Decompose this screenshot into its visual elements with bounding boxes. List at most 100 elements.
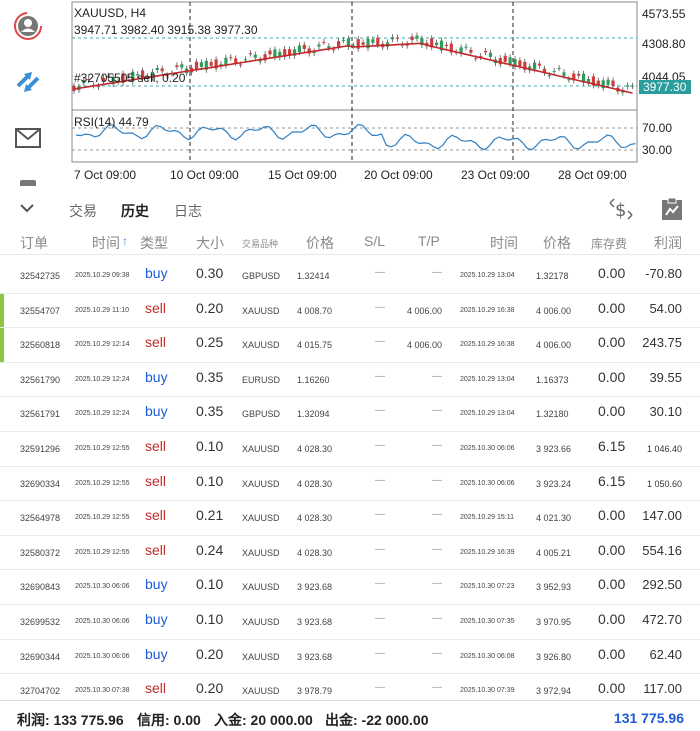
tp-marker xyxy=(0,293,4,328)
candle-body xyxy=(121,73,125,83)
price-cell: 4 028.30 xyxy=(297,513,333,524)
close-time-cell: 2025.10.30 06:06 xyxy=(460,444,515,452)
order-cell: 32560818 xyxy=(20,340,61,351)
order-cell: 32690334 xyxy=(20,478,61,489)
candle-body xyxy=(376,37,380,46)
swap-cell: 0.00 xyxy=(598,507,626,524)
header-symbol[interactable]: 交易品种 xyxy=(242,239,279,249)
candle-body xyxy=(542,68,546,73)
profit-cell: 472.70 xyxy=(642,611,682,627)
type-cell: buy xyxy=(145,576,168,593)
chart-ohlc: 3947.71 3982.40 3915.38 3977.30 xyxy=(74,23,258,37)
symbol-cell: XAUUSD xyxy=(242,478,280,489)
candle-body xyxy=(586,79,591,83)
order-line-label: #32705505 sell, 0.20 xyxy=(74,71,186,85)
candle-body xyxy=(395,37,399,39)
table-row[interactable]: 32690344 2025.10.30 06:06 buy 0.20 XAUUSD 3 9… xyxy=(0,640,700,675)
table-row[interactable]: 32561790 2025.10.29 12:24 buy 0.35 EURUSD 1.1… xyxy=(0,363,700,398)
candle-body xyxy=(469,49,473,53)
volume-cell: 0.35 xyxy=(196,403,224,420)
candle-body xyxy=(292,49,297,56)
candle-body xyxy=(302,44,306,49)
chart-frame xyxy=(71,1,638,163)
tab-trade[interactable]: 交易 xyxy=(69,203,97,219)
sl-cell: — xyxy=(375,578,385,590)
candle-body xyxy=(337,41,341,47)
swap-cell: 0.00 xyxy=(598,645,626,662)
table-row[interactable]: 32699532 2025.10.30 06:06 buy 0.10 XAUUSD 3 9… xyxy=(0,605,700,640)
candle-body xyxy=(484,50,488,53)
candle-body xyxy=(513,59,517,67)
type-cell: sell xyxy=(145,472,167,489)
sl-cell: — xyxy=(375,543,385,555)
header-volume[interactable]: 大小 xyxy=(196,235,224,251)
header-type[interactable]: 类型 xyxy=(140,235,168,251)
table-row[interactable]: 32591296 2025.10.29 12:55 sell 0.10 XAUUSD 4 … xyxy=(0,432,700,467)
tp-cell: — xyxy=(432,267,442,278)
candle-body xyxy=(229,57,233,59)
header-price[interactable]: 价格 xyxy=(306,235,334,251)
header-profit[interactable]: 利润 xyxy=(654,235,682,251)
chevron-down-icon[interactable] xyxy=(18,201,36,220)
table-row[interactable]: 32554707 2025.10.29 11:10 sell 0.20 XAUUSD 4 … xyxy=(0,293,700,329)
table-row[interactable]: 32564978 2025.10.29 12:55 sell 0.21 XAUUSD 4 … xyxy=(0,501,700,536)
candle-body xyxy=(214,59,218,69)
close-price-cell: 3 972.94 xyxy=(536,686,572,697)
candle-body xyxy=(479,56,483,58)
order-cell: 32591296 xyxy=(20,443,61,454)
symbol-cell: XAUUSD xyxy=(242,513,280,524)
summary-profit: 利润: 133 775.96 xyxy=(17,712,124,728)
type-cell: buy xyxy=(145,610,168,627)
candle-body xyxy=(194,61,199,70)
header-order[interactable]: 订单 xyxy=(20,235,48,251)
tab-journal[interactable]: 日志 xyxy=(174,203,202,219)
close-price-cell: 1.16373 xyxy=(536,374,569,385)
tab-history[interactable]: 历史 xyxy=(121,203,149,219)
chart-symbol: XAUUSD, H4 xyxy=(74,6,146,20)
symbol-cell: XAUUSD xyxy=(242,582,280,593)
swap-cell: 0.00 xyxy=(598,403,626,420)
open-time-cell: 2025.10.29 12:55 xyxy=(75,514,130,522)
candle-body xyxy=(87,79,91,81)
order-cell: 32561791 xyxy=(20,409,61,420)
table-row[interactable]: 32690843 2025.10.30 06:06 buy 0.10 XAUUSD 3 9… xyxy=(0,570,700,605)
table-row[interactable]: 32561791 2025.10.29 12:24 buy 0.35 GBPUSD 1.3… xyxy=(0,397,700,432)
header-swap[interactable]: 库存费 xyxy=(591,237,628,251)
open-time-cell: 2025.10.29 12:55 xyxy=(75,444,130,452)
currency-exchange-icon[interactable]: $ xyxy=(608,197,634,226)
close-time-cell: 2025.10.29 16:39 xyxy=(460,548,515,556)
sl-cell: — xyxy=(375,267,385,278)
header-time[interactable]: 时间 xyxy=(92,235,120,251)
symbol-cell: XAUUSD xyxy=(242,616,280,627)
account-icon[interactable] xyxy=(8,6,48,46)
candle-body xyxy=(567,79,571,81)
header-close-price[interactable]: 价格 xyxy=(543,235,571,251)
current-price-tag xyxy=(639,80,691,94)
open-time-cell: 2025.10.29 12:55 xyxy=(75,479,130,487)
candle-body xyxy=(606,79,610,85)
price-chart[interactable]: XAUUSD, H4 3947.71 3982.40 3915.38 3977.… xyxy=(56,0,700,195)
close-price-cell: 1.32178 xyxy=(536,271,569,281)
close-price-cell: 3 923.66 xyxy=(536,443,572,454)
candle-body xyxy=(263,54,267,61)
candle-body xyxy=(537,63,542,66)
close-time-cell: 2025.10.29 13:04 xyxy=(460,375,515,383)
table-row[interactable]: 32542735 2025.10.29 09:38 buy 0.30 GBPUSD 1.3… xyxy=(0,259,700,294)
table-row[interactable]: 32580372 2025.10.29 12:55 sell 0.24 XAUUSD 4 … xyxy=(0,536,700,571)
header-sl[interactable]: S/L xyxy=(364,233,386,249)
profit-cell: 292.50 xyxy=(642,577,682,593)
more-icon[interactable] xyxy=(20,180,36,186)
header-tp[interactable]: T/P xyxy=(418,233,440,249)
order-cell: 32704702 xyxy=(20,686,61,697)
candle-body xyxy=(474,58,478,60)
report-icon[interactable] xyxy=(660,197,684,226)
candle-body xyxy=(224,57,228,66)
header-close-time[interactable]: 时间 xyxy=(490,235,518,251)
table-row[interactable]: 32690334 2025.10.29 12:55 sell 0.10 XAUUSD 4 … xyxy=(0,467,700,502)
open-time-cell: 2025.10.30 06:06 xyxy=(75,617,130,625)
tp-cell: 4 006.00 xyxy=(407,305,443,316)
trade-arrows-icon[interactable] xyxy=(8,62,48,102)
mail-icon[interactable] xyxy=(8,118,48,158)
table-row[interactable]: 32560818 2025.10.29 12:14 sell 0.25 XAUUSD 4 … xyxy=(0,328,700,363)
swap-cell: 0.00 xyxy=(598,576,626,593)
